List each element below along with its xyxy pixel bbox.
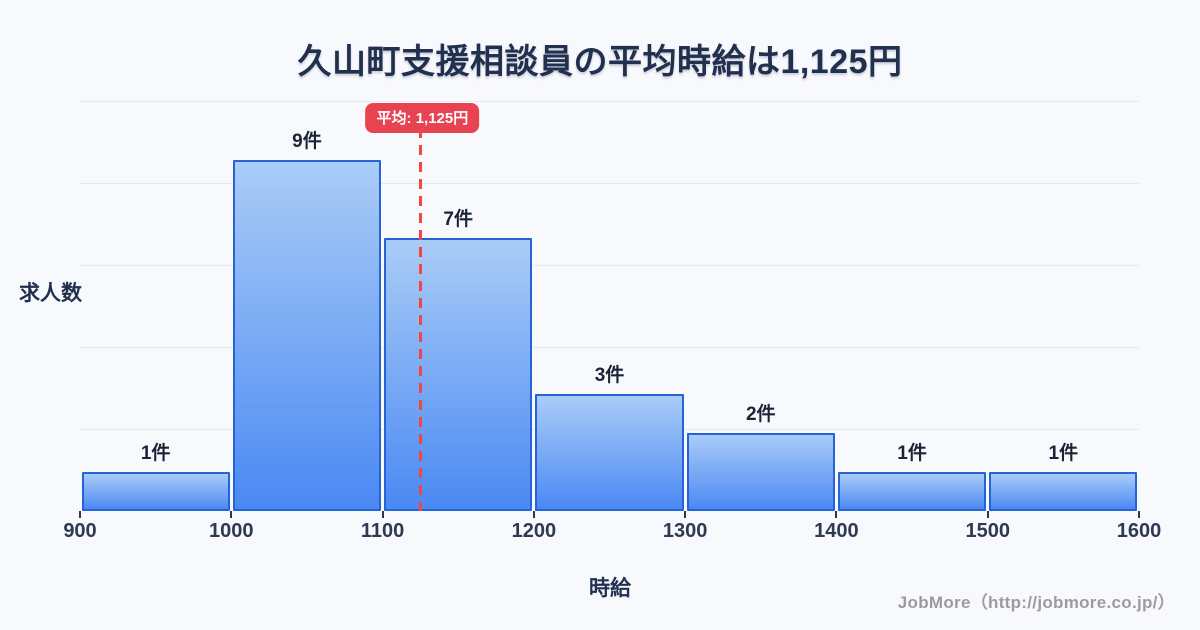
footer-credit: JobMore（http://jobmore.co.jp/） xyxy=(897,593,1175,612)
bar-count-label: 1件 xyxy=(140,442,171,464)
bar-count-label: 2件 xyxy=(745,403,776,425)
x-tick-mark xyxy=(79,511,81,518)
bar-1400-1500 xyxy=(837,471,987,511)
gridline xyxy=(80,347,1139,348)
gridline xyxy=(80,183,1139,184)
x-tick-mark xyxy=(532,511,535,518)
mean-line xyxy=(418,128,422,511)
x-tick-label: 1100 xyxy=(360,520,405,542)
gridline xyxy=(80,101,1139,102)
x-tick-mark xyxy=(684,511,687,518)
y-axis-label: 求人数 xyxy=(19,282,82,305)
bar-count-label: 3件 xyxy=(594,364,625,386)
x-tick-label: 1000 xyxy=(209,520,254,542)
x-tick-label: 1300 xyxy=(662,520,708,542)
bar-count-label: 1件 xyxy=(897,442,927,464)
mean-badge: 平均: 1,125円 xyxy=(365,103,480,133)
bar-1500-1600 xyxy=(989,471,1138,511)
x-tick-label: 1200 xyxy=(511,520,557,542)
x-tick-label: 1400 xyxy=(814,520,859,542)
gridline xyxy=(80,265,1139,266)
plot-area: 平均: 1,125円 1件 9件 7件 3件 2件 1件 1件 900 1000 1100 1200… xyxy=(63,101,1161,542)
x-tick-mark xyxy=(381,511,384,518)
bar-900-1000 xyxy=(81,471,230,511)
x-tick-mark xyxy=(1138,511,1140,518)
bar-1000-1100 xyxy=(232,159,382,511)
bar-1100-1200 xyxy=(384,237,533,511)
bar-1300-1400 xyxy=(686,432,835,511)
bar-count-label: 9件 xyxy=(292,130,322,152)
x-axis-label: 時給 xyxy=(589,577,631,600)
x-tick-mark xyxy=(835,511,838,518)
bar-count-label: 1件 xyxy=(1048,442,1079,464)
bar-1200-1300 xyxy=(535,393,684,511)
x-tick-label: 1600 xyxy=(1116,520,1162,542)
bar-count-label: 7件 xyxy=(443,208,473,230)
chart-title: 久山町支援相談員の平均時給は1,125円 xyxy=(297,43,903,81)
x-tick-mark xyxy=(986,511,989,518)
x-tick-mark xyxy=(230,511,233,518)
x-tick-label: 1500 xyxy=(965,520,1010,542)
x-tick-label: 900 xyxy=(63,520,97,542)
